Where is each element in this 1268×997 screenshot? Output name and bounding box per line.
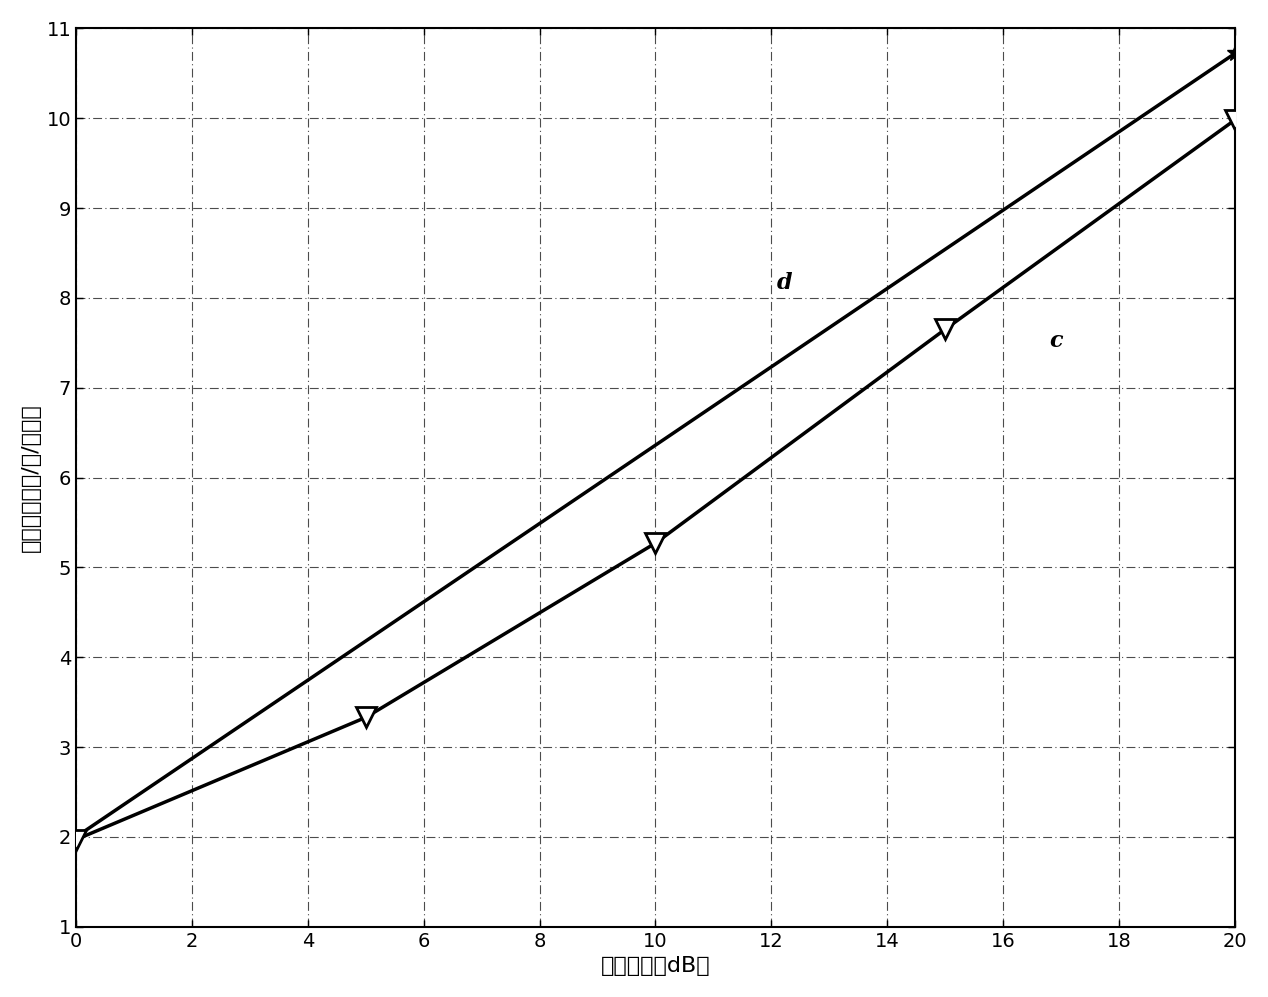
X-axis label: 基站功率（dB）: 基站功率（dB） (601, 956, 710, 976)
Text: d: d (777, 272, 792, 294)
Text: c: c (1050, 330, 1063, 352)
Y-axis label: 吞吐率（比特/秒/赫兹）: 吞吐率（比特/秒/赫兹） (20, 403, 41, 552)
